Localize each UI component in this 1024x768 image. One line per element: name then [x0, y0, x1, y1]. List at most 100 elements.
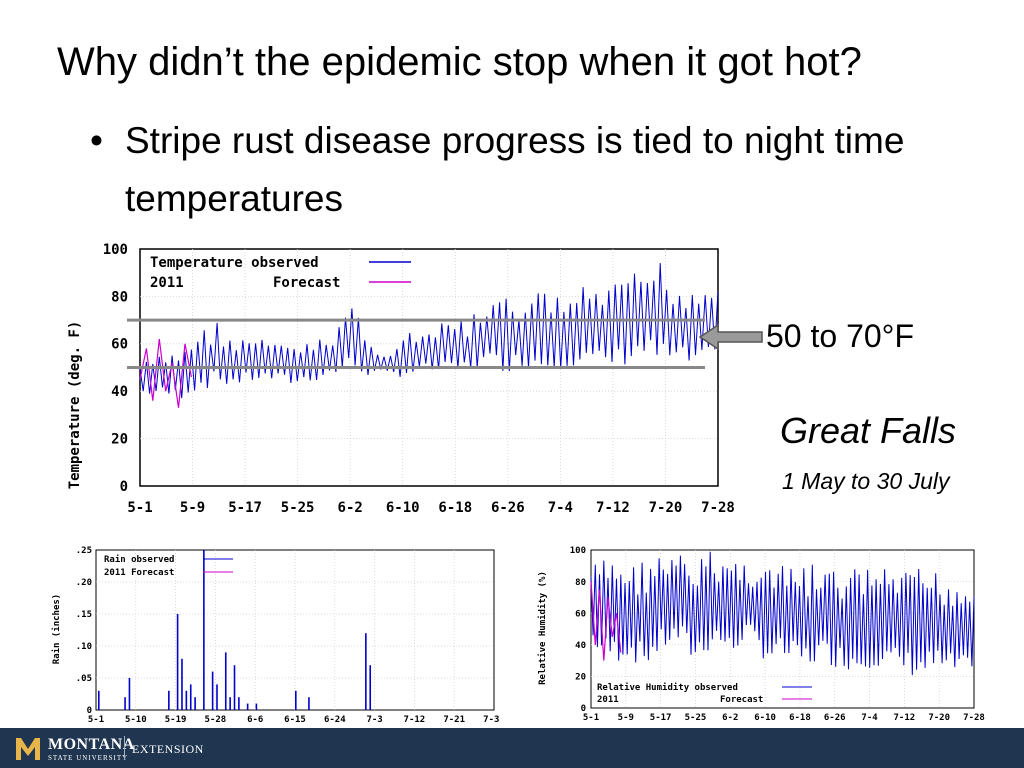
- rain-bar: [229, 697, 231, 710]
- ytick-label: 80: [111, 289, 128, 305]
- ytick-label: 100: [103, 242, 128, 258]
- rain-bar: [295, 690, 297, 710]
- ytick-label: 60: [111, 337, 128, 353]
- xtick-label: 6-2: [722, 713, 738, 723]
- humidity-ylabel: Relative Humidity (%): [537, 571, 548, 685]
- ytick-label: .15: [76, 610, 92, 620]
- rain-bar: [211, 671, 214, 710]
- rain-bar: [369, 665, 372, 710]
- xtick-label: 5-17: [228, 500, 262, 516]
- ytick-label: .20: [76, 578, 92, 588]
- rain-bar: [255, 703, 258, 710]
- xtick-label: 7-28: [701, 500, 735, 516]
- xtick-label: 6-10: [754, 713, 776, 723]
- temp-ylabel: Temperature (deg. F): [67, 321, 83, 490]
- xtick-label: 5-25: [281, 500, 315, 516]
- xtick-label: 5-17: [650, 713, 672, 723]
- rain-bar: [98, 690, 100, 710]
- xtick-label: 6-6: [247, 715, 263, 725]
- xtick-label: 7-20: [649, 500, 683, 516]
- band-label: 50 to 70°F: [766, 318, 914, 354]
- xtick-label: 5-9: [180, 500, 205, 516]
- rain-bar: [189, 684, 192, 710]
- ytick-label: .05: [76, 674, 92, 684]
- xtick-label: 5-10: [125, 715, 147, 725]
- ytick-label: 0: [120, 479, 128, 495]
- ytick-label: 40: [111, 384, 128, 400]
- xtick-label: 6-18: [789, 713, 811, 723]
- humidity-legend-observed: Relative Humidity observed: [597, 682, 738, 693]
- xtick-label: 7-20: [928, 713, 950, 723]
- temperature-chart: Temperature (deg. F) 0 20 40 60 80 100 5-1 5-9…: [67, 242, 735, 516]
- xtick-label: 7-4: [548, 500, 573, 516]
- rain-bar: [308, 697, 310, 710]
- ytick-label: .10: [76, 642, 92, 652]
- humidity-legend-year: 2011: [597, 695, 619, 705]
- temp-legend: Temperature observed 2011 Forecast: [150, 255, 411, 291]
- xtick-label: 6-10: [386, 500, 420, 516]
- rain-legend: Rain observed 2011 Forecast: [104, 554, 233, 578]
- xtick-label: 7-21: [443, 715, 465, 725]
- forecast-series-line: [590, 581, 622, 661]
- rain-bar: [233, 665, 236, 710]
- rain-bar: [238, 697, 240, 710]
- location-label: Great Falls: [780, 410, 957, 451]
- xtick-label: 5-19: [165, 715, 187, 725]
- xtick-label: 5-28: [205, 715, 227, 725]
- bullet-text: Stripe rust disease progress is tied to …: [125, 120, 905, 219]
- ytick-label: 60: [575, 609, 586, 619]
- footer-brand: MONTANA: [48, 736, 135, 753]
- ytick-label: 20: [111, 432, 128, 448]
- xtick-label: 6-24: [324, 715, 346, 725]
- footer-bar: MONTANA STATE UNIVERSITY EXTENSION: [0, 728, 1024, 768]
- xtick-label: 6-26: [491, 500, 525, 516]
- rain-bar: [246, 703, 249, 710]
- rain-legend-forecast: 2011 Forecast: [104, 568, 174, 578]
- xtick-label: 7-12: [404, 715, 426, 725]
- xtick-label: 6-2: [338, 500, 363, 516]
- rain-bar: [181, 658, 183, 710]
- slide-title: Why didn’t the epidemic stop when it got…: [57, 40, 862, 84]
- msu-logo-icon: [16, 738, 40, 760]
- rain-bar: [185, 690, 188, 710]
- temp-legend-forecast: Forecast: [273, 275, 340, 291]
- ytick-label: 80: [575, 578, 586, 588]
- ytick-label: 40: [575, 641, 586, 651]
- xtick-label: 5-1: [88, 715, 104, 725]
- xtick-label: 6-18: [438, 500, 472, 516]
- xtick-label: 7-28: [963, 713, 985, 723]
- rain-bar: [365, 633, 367, 710]
- xtick-label: 6-26: [824, 713, 846, 723]
- ytick-label: 20: [575, 673, 586, 683]
- ytick-label: 100: [570, 546, 586, 556]
- forecast-series-line: [139, 339, 192, 408]
- rain-bar: [203, 550, 205, 710]
- temp-legend-year: 2011: [150, 275, 184, 291]
- temp-legend-observed: Temperature observed: [150, 255, 319, 271]
- xtick-label: 7-12: [894, 713, 916, 723]
- rain-bar: [224, 652, 227, 710]
- humidity-legend: Relative Humidity observed 2011 Forecast: [597, 682, 812, 705]
- rain-bar: [194, 697, 196, 710]
- rain-bar: [128, 678, 131, 710]
- rain-bar: [216, 684, 218, 710]
- xtick-label: 7-30: [483, 715, 500, 725]
- xtick-label: 5-1: [583, 713, 599, 723]
- xtick-label: 7-3: [366, 715, 382, 725]
- band-arrow: [698, 323, 763, 351]
- date-range-label: 1 May to 30 July: [782, 468, 950, 494]
- xtick-label: 5-9: [618, 713, 634, 723]
- humidity-legend-forecast: Forecast: [720, 695, 763, 705]
- xtick-label: 5-25: [685, 713, 707, 723]
- rain-bar: [176, 614, 179, 710]
- xtick-label: 6-15: [284, 715, 306, 725]
- ytick-label: .25: [76, 546, 92, 556]
- observed-series-line: [139, 263, 719, 399]
- rain-ylabel: Rain (inches): [51, 594, 62, 664]
- rain-bar: [168, 690, 170, 710]
- xtick-label: 7-12: [596, 500, 630, 516]
- rain-chart: Rain (inches) 0 .05 .10 .15 .20 .25 5-1 5-10 5-…: [51, 546, 500, 725]
- footer-separator: [124, 736, 125, 760]
- rain-plot-area: [95, 549, 495, 711]
- footer-brand-sub: STATE UNIVERSITY: [48, 754, 129, 762]
